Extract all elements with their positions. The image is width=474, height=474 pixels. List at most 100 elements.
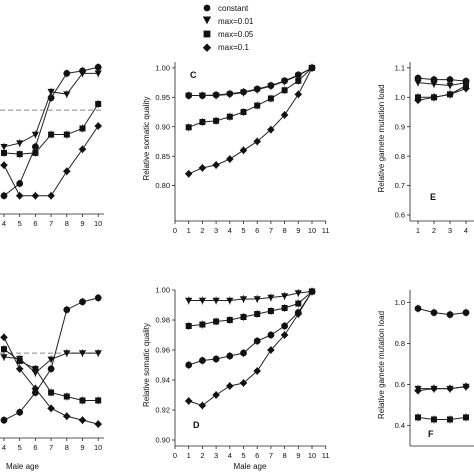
data-point xyxy=(198,164,207,172)
x-tick-label: 6 xyxy=(33,443,37,452)
data-point xyxy=(15,365,24,373)
data-point xyxy=(294,90,303,99)
data-point xyxy=(31,131,39,139)
legend: constant max=0.01 max=0.05 max=0.1 xyxy=(202,4,254,52)
data-point xyxy=(94,70,102,77)
data-point xyxy=(267,331,275,339)
data-point xyxy=(16,151,23,158)
series-line xyxy=(417,77,467,82)
x-tick-label: 6 xyxy=(255,226,259,235)
panel-B: 4 5 6 7 8 9 10 Male age xyxy=(0,293,104,471)
x-tick-label: 8 xyxy=(283,451,287,460)
data-point xyxy=(295,300,302,307)
data-point xyxy=(16,358,23,364)
data-point xyxy=(79,298,86,306)
x-tick-label: 5 xyxy=(241,451,245,460)
data-point xyxy=(199,119,206,126)
data-point xyxy=(31,191,40,200)
x-tick-label: 10 xyxy=(94,219,102,228)
data-point xyxy=(226,297,234,305)
series-line xyxy=(188,291,313,407)
panel-C: 0.800.850.900.951.000 1 2 3 4 5 6 7 8 9 10 11Relati… xyxy=(142,62,330,235)
series-diamond xyxy=(414,84,470,105)
data-point xyxy=(16,408,24,416)
data-point xyxy=(94,420,102,428)
data-point xyxy=(0,416,8,424)
data-point xyxy=(430,384,438,393)
data-point xyxy=(213,318,220,325)
x-tick-label: 6 xyxy=(33,219,37,228)
data-point xyxy=(254,102,261,109)
panel-D: 0.900.920.940.960.981.000 1 2 3 4 5 6 7 8 9 10 11Re… xyxy=(142,286,330,471)
data-point xyxy=(446,384,454,393)
data-point xyxy=(48,131,55,138)
data-point xyxy=(462,382,470,391)
data-point xyxy=(212,355,220,363)
data-point xyxy=(47,88,55,96)
x-tick-label: 7 xyxy=(49,443,53,452)
x-tick-label: 9 xyxy=(296,226,300,235)
series-line xyxy=(417,386,467,392)
data-point xyxy=(0,192,8,200)
data-point xyxy=(239,89,248,97)
x-tick-label: 7 xyxy=(49,219,53,228)
series-diamond xyxy=(184,287,316,410)
data-point xyxy=(1,346,7,353)
data-point xyxy=(446,311,454,319)
series-line xyxy=(417,82,467,87)
x-tick-label: 7 xyxy=(269,226,273,235)
data-point xyxy=(212,161,220,169)
data-point xyxy=(431,416,437,423)
data-point xyxy=(446,82,454,90)
data-point xyxy=(79,397,86,404)
y-tick-label: 0.92 xyxy=(155,406,170,415)
data-point xyxy=(212,92,220,100)
x-tick-label: 5 xyxy=(241,226,245,235)
data-point xyxy=(281,87,288,94)
data-point xyxy=(78,70,87,77)
data-point xyxy=(184,397,193,405)
y-axis-title: Relative somatic quality xyxy=(142,323,151,407)
series-line xyxy=(417,416,467,420)
data-point xyxy=(94,63,102,71)
data-point xyxy=(47,404,55,413)
data-point xyxy=(308,287,316,296)
x-tick-label: 2 xyxy=(200,226,204,235)
data-point xyxy=(63,350,71,357)
legend-marker-triangle xyxy=(202,16,212,25)
data-point xyxy=(253,137,261,146)
x-tick-label: 1 xyxy=(187,226,191,235)
series-square xyxy=(1,99,102,159)
y-tick-label: 0.7 xyxy=(395,181,405,190)
x-tick-label: 9 xyxy=(80,443,84,452)
series-line xyxy=(188,67,313,128)
data-point xyxy=(0,161,8,169)
legend-entry-max-0-05: max=0.05 xyxy=(203,30,254,39)
data-point xyxy=(430,81,438,88)
data-point xyxy=(185,92,193,100)
series-square xyxy=(415,413,469,424)
data-point xyxy=(281,322,288,330)
x-axis-title: Male age xyxy=(234,462,267,471)
data-point xyxy=(414,305,422,312)
data-point xyxy=(414,386,422,395)
data-point xyxy=(280,331,289,339)
data-point xyxy=(185,323,192,329)
data-point xyxy=(267,294,275,302)
data-point xyxy=(281,78,289,86)
x-tick-label: 7 xyxy=(269,451,273,460)
data-point xyxy=(267,125,275,134)
data-point xyxy=(226,155,234,163)
y-tick-label: 0.96 xyxy=(155,346,170,355)
panel-letter: C xyxy=(190,70,197,80)
x-tick-label: 3 xyxy=(214,226,218,235)
panel-letter: F xyxy=(428,429,434,439)
data-point xyxy=(32,149,39,156)
x-tick-label: 11 xyxy=(322,226,330,235)
x-tick-label: 2 xyxy=(200,451,204,460)
y-tick-label: 0.90 xyxy=(155,122,170,131)
x-tick-label: 6 xyxy=(255,451,259,460)
series-line xyxy=(188,291,313,301)
data-point xyxy=(294,72,302,80)
